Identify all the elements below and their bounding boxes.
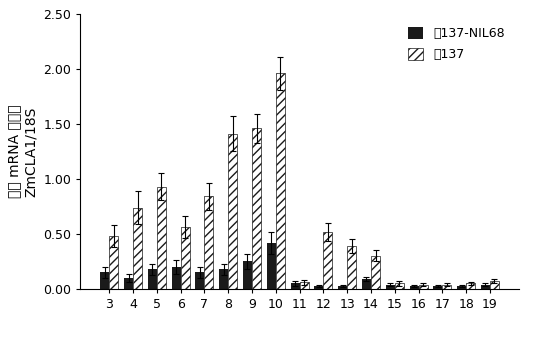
Bar <box>338 286 347 289</box>
Bar <box>109 236 118 289</box>
Bar <box>204 196 213 289</box>
Bar <box>418 284 427 289</box>
Bar <box>466 283 475 289</box>
Bar <box>409 286 418 289</box>
Legend: 沄137-NIL68, 沄137: 沄137-NIL68, 沄137 <box>404 23 508 65</box>
Bar <box>323 232 332 289</box>
Bar <box>395 283 404 289</box>
Bar <box>100 272 109 289</box>
Y-axis label: 相对 mRNA 表达量
ZmCLA1/18S: 相对 mRNA 表达量 ZmCLA1/18S <box>7 105 37 198</box>
Bar <box>315 286 323 289</box>
Bar <box>362 279 371 289</box>
Bar <box>490 281 499 289</box>
Bar <box>442 284 452 289</box>
Bar <box>481 284 490 289</box>
Bar <box>157 186 166 289</box>
Bar <box>181 227 190 289</box>
Bar <box>195 272 204 289</box>
Bar <box>133 207 142 289</box>
Bar <box>148 269 157 289</box>
Bar <box>291 283 300 289</box>
Bar <box>219 269 228 289</box>
Bar <box>386 284 395 289</box>
Bar <box>457 286 466 289</box>
Bar <box>172 267 181 289</box>
Bar <box>267 243 276 289</box>
Bar <box>347 246 356 289</box>
Bar <box>124 278 133 289</box>
Bar <box>433 286 442 289</box>
Bar <box>252 128 261 289</box>
Bar <box>276 73 285 289</box>
Bar <box>243 261 252 289</box>
Bar <box>371 256 380 289</box>
Bar <box>228 134 237 289</box>
Bar <box>300 282 309 289</box>
